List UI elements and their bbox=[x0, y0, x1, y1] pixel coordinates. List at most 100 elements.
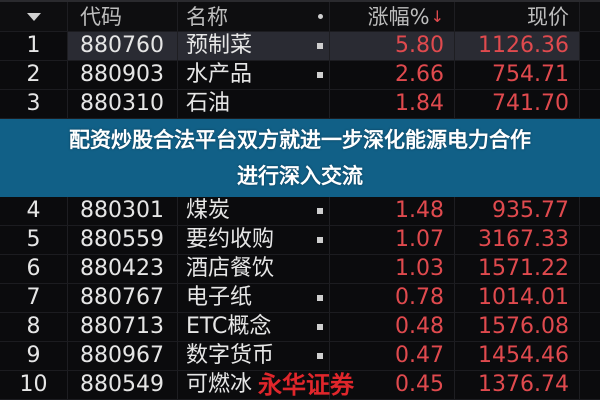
header-code[interactable]: 代码 bbox=[68, 2, 178, 31]
change-percent: 0.78 bbox=[330, 284, 455, 312]
stock-name: 煤炭 bbox=[178, 197, 330, 225]
row-spacer bbox=[580, 197, 600, 225]
stock-name-label: 酒店餐饮 bbox=[186, 256, 275, 281]
current-price: 1571.22 bbox=[455, 255, 580, 283]
sort-menu-button[interactable] bbox=[0, 2, 68, 31]
rank: 8 bbox=[0, 313, 68, 341]
row-spacer bbox=[580, 90, 600, 118]
stock-code: 880549 bbox=[68, 371, 178, 399]
table-row[interactable]: 8 880713 ETC概念 0.48 1576.08 bbox=[0, 313, 600, 342]
rank: 9 bbox=[0, 342, 68, 370]
rank: 3 bbox=[0, 90, 68, 118]
watermark: 永华证券 bbox=[258, 371, 354, 399]
rank: 6 bbox=[0, 255, 68, 283]
table-row[interactable]: 9 880967 数字货币 0.47 1454.46 bbox=[0, 342, 600, 371]
stock-name-label: 水产品 bbox=[186, 62, 253, 87]
current-price: 1454.46 bbox=[455, 342, 580, 370]
current-price: 741.70 bbox=[455, 90, 580, 118]
change-percent: 2.66 bbox=[330, 61, 455, 89]
row-spacer bbox=[580, 32, 600, 60]
table-row[interactable]: 1 880760 预制菜 5.80 1126.36 bbox=[0, 32, 600, 61]
stock-name: 石油 bbox=[178, 90, 330, 118]
headline-line-2: 进行深入交流 bbox=[237, 164, 363, 188]
square-marker-icon bbox=[317, 72, 323, 78]
stock-name-label: 要约收购 bbox=[186, 227, 275, 252]
current-price: 1014.01 bbox=[455, 284, 580, 312]
table-header: 代码 名称 涨幅% ↓ 现价 bbox=[0, 0, 600, 32]
stock-code: 880301 bbox=[68, 197, 178, 225]
header-price[interactable]: 现价 bbox=[455, 2, 580, 31]
change-percent: 5.80 bbox=[330, 32, 455, 60]
table-row[interactable]: 4 880301 煤炭 1.48 935.77 bbox=[0, 197, 600, 226]
stock-name-label: 煤炭 bbox=[186, 198, 231, 223]
row-spacer bbox=[580, 255, 600, 283]
square-marker-icon bbox=[317, 208, 323, 214]
change-percent: 0.48 bbox=[330, 313, 455, 341]
stock-code: 880903 bbox=[68, 61, 178, 89]
row-spacer bbox=[580, 342, 600, 370]
header-name[interactable]: 名称 bbox=[178, 2, 330, 31]
table-row[interactable]: 10 880549 可燃冰 0.45 1376.74 bbox=[0, 371, 600, 400]
current-price: 1576.08 bbox=[455, 313, 580, 341]
square-marker-icon bbox=[317, 353, 323, 359]
table-row[interactable]: 7 880767 电子纸 0.78 1014.01 bbox=[0, 284, 600, 313]
square-marker-icon bbox=[317, 237, 323, 243]
rank: 5 bbox=[0, 226, 68, 254]
stock-code: 880713 bbox=[68, 313, 178, 341]
stock-name-label: ETC概念 bbox=[186, 314, 272, 339]
stock-name: 数字货币 bbox=[178, 342, 330, 370]
square-marker-icon bbox=[317, 295, 323, 301]
stock-code: 880967 bbox=[68, 342, 178, 370]
row-spacer bbox=[580, 371, 600, 399]
dot-icon bbox=[318, 13, 323, 19]
stock-name: 酒店餐饮 bbox=[178, 255, 330, 283]
stock-name-label: 数字货币 bbox=[186, 343, 275, 368]
stock-code: 880423 bbox=[68, 255, 178, 283]
stock-name: 水产品 bbox=[178, 61, 330, 89]
table-row[interactable]: 3 880310 石油 1.84 741.70 bbox=[0, 90, 600, 119]
table-row[interactable]: 5 880559 要约收购 1.07 3167.33 bbox=[0, 226, 600, 255]
stock-name-label: 可燃冰 bbox=[186, 372, 253, 397]
current-price: 935.77 bbox=[455, 197, 580, 225]
stock-name: 电子纸 bbox=[178, 284, 330, 312]
current-price: 3167.33 bbox=[455, 226, 580, 254]
arrow-down-icon: ↓ bbox=[430, 6, 444, 26]
row-spacer bbox=[580, 284, 600, 312]
row-spacer bbox=[580, 313, 600, 341]
change-percent: 1.48 bbox=[330, 197, 455, 225]
change-percent: 0.45 bbox=[330, 371, 455, 399]
rank: 2 bbox=[0, 61, 68, 89]
header-spacer bbox=[580, 2, 600, 31]
stock-name: 要约收购 bbox=[178, 226, 330, 254]
stock-name-label: 电子纸 bbox=[186, 285, 253, 310]
change-percent: 1.84 bbox=[330, 90, 455, 118]
square-marker-icon bbox=[317, 324, 323, 330]
stock-code: 880310 bbox=[68, 90, 178, 118]
stock-name: 预制菜 bbox=[178, 32, 330, 60]
triangle-down-icon bbox=[26, 12, 41, 21]
rank: 4 bbox=[0, 197, 68, 225]
row-spacer bbox=[580, 61, 600, 89]
header-name-label: 名称 bbox=[186, 4, 228, 29]
headline-banner: 配资炒股合法平台双方就进一步深化能源电力合作 进行深入交流 bbox=[0, 119, 600, 197]
change-percent: 1.07 bbox=[330, 226, 455, 254]
change-percent: 1.03 bbox=[330, 255, 455, 283]
table-row[interactable]: 6 880423 酒店餐饮 1.03 1571.22 bbox=[0, 255, 600, 284]
stock-code: 880760 bbox=[68, 32, 178, 60]
stock-name: ETC概念 bbox=[178, 313, 330, 341]
change-percent: 0.47 bbox=[330, 342, 455, 370]
current-price: 1126.36 bbox=[455, 32, 580, 60]
header-change-label: 涨幅% bbox=[367, 4, 430, 29]
stock-code: 880767 bbox=[68, 284, 178, 312]
current-price: 754.71 bbox=[455, 61, 580, 89]
stock-name-label: 石油 bbox=[186, 91, 231, 116]
header-change[interactable]: 涨幅% ↓ bbox=[330, 2, 455, 31]
stock-code: 880559 bbox=[68, 226, 178, 254]
stock-name: 可燃冰 bbox=[178, 371, 330, 399]
rank: 7 bbox=[0, 284, 68, 312]
square-marker-icon bbox=[317, 43, 323, 49]
rank: 10 bbox=[0, 371, 68, 399]
table-row[interactable]: 2 880903 水产品 2.66 754.71 bbox=[0, 61, 600, 90]
stock-name-label: 预制菜 bbox=[186, 33, 253, 58]
